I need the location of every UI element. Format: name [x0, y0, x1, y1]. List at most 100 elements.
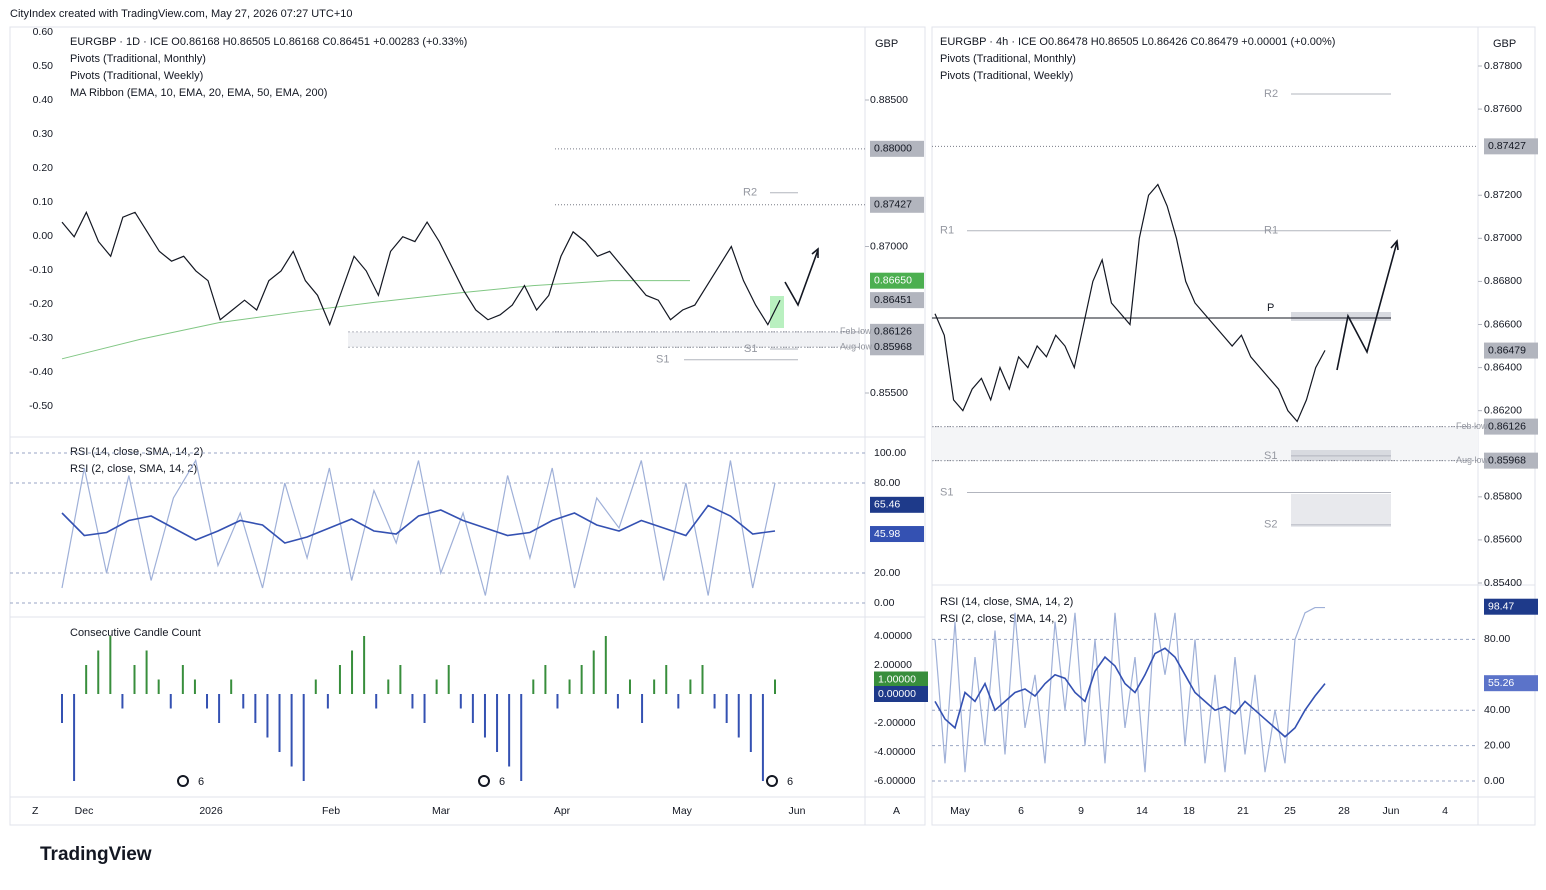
- time-label: May: [950, 805, 971, 817]
- time-label: Jun: [789, 805, 806, 817]
- pivot-label: Aug low: [840, 342, 873, 352]
- legend: EURGBP · 4h · ICE O0.86478 H0.86505 L0.8…: [940, 36, 1335, 48]
- corner: Z: [32, 805, 39, 817]
- price-tag: [874, 686, 928, 702]
- rsi-legend: RSI (2, close, SMA, 14, 2): [70, 463, 197, 475]
- rsi-tick-label: 80.00: [874, 477, 900, 489]
- dividers: [10, 27, 1535, 825]
- legend: MA Ribbon (EMA, 10, EMA, 20, EMA, 50, EM…: [70, 87, 327, 99]
- price-tag: [870, 272, 924, 289]
- price-tag: [1484, 675, 1538, 692]
- pivot-label: S2: [1264, 519, 1277, 531]
- time-label: 6: [1018, 805, 1024, 817]
- pivot-label: S1: [656, 354, 669, 366]
- rsi-tick-label: 40.00: [1484, 704, 1510, 716]
- price-tick-label: 0.85500: [870, 387, 908, 399]
- rsi-tick-label: 80.00: [1484, 633, 1510, 645]
- pivot-label: R2: [1264, 88, 1278, 100]
- ccc-annotation: 6: [198, 776, 204, 788]
- price-tick-label: 0.88500: [870, 94, 908, 106]
- currency: GBP: [1493, 38, 1516, 50]
- price-line: [61, 210, 781, 327]
- price-tag: [870, 196, 924, 213]
- price-tag-label: 0.86451: [874, 294, 912, 306]
- time-label: 28: [1338, 805, 1350, 817]
- time-label: 2026: [199, 805, 223, 817]
- ccc-tick-label: -6.00000: [874, 775, 916, 787]
- left-axis-label: -0.30: [29, 332, 53, 344]
- ccc-legend: Consecutive Candle Count: [70, 627, 201, 639]
- time-label: Jun: [1383, 805, 1400, 817]
- price-tag: [870, 339, 924, 356]
- price-tag-label: 98.47: [1488, 600, 1514, 612]
- left-axis-label: -0.50: [29, 400, 53, 412]
- left-axis-label: 0.30: [33, 128, 54, 140]
- arrows: [784, 239, 1399, 371]
- price-tag: [874, 671, 928, 688]
- rsi-legend: RSI (2, close, SMA, 14, 2): [940, 613, 1067, 625]
- rsi-legend: RSI (14, close, SMA, 14, 2): [70, 446, 203, 458]
- rsi-tick-label: 100.00: [874, 447, 906, 459]
- legend: Pivots (Traditional, Weekly): [70, 70, 203, 82]
- price-tag: [870, 140, 924, 157]
- rsi-legend: RSI (14, close, SMA, 14, 2): [940, 596, 1073, 608]
- zone: [932, 427, 1478, 461]
- price-tag-label: 0.85968: [874, 341, 912, 353]
- price-tick-label: 0.87000: [1484, 232, 1522, 244]
- price-tick-label: 0.86800: [1484, 275, 1522, 287]
- price-tag: [1484, 342, 1538, 359]
- pivot-label: S1: [1264, 450, 1277, 462]
- zone: [1291, 494, 1391, 527]
- time-label: May: [672, 805, 693, 817]
- price-tag-label: 55.26: [1488, 677, 1514, 689]
- ccc-tick-label: 2.00000: [874, 659, 912, 671]
- price-tick-label: 0.85400: [1484, 577, 1522, 589]
- pivot-label: R1: [940, 225, 954, 237]
- price-tag-label: 0.86126: [1488, 420, 1526, 432]
- price-tag-label: 0.88000: [874, 143, 912, 155]
- price-tag: [1484, 598, 1538, 615]
- ccc-annotation: 6: [499, 776, 505, 788]
- price-tick-label: 0.87800: [1484, 60, 1522, 72]
- zone: [348, 332, 860, 347]
- rsi14-line: [934, 647, 1326, 738]
- price-tick-label: 0.85800: [1484, 491, 1522, 503]
- left-axis-label: 0.40: [33, 94, 54, 106]
- left-axis-label: -0.20: [29, 298, 53, 310]
- zone: [1291, 312, 1391, 321]
- time-label: 25: [1284, 805, 1296, 817]
- price-tag-label: 45.98: [874, 528, 900, 540]
- price-tag: [1484, 418, 1538, 435]
- rsi-tick-label: 20.00: [874, 567, 900, 579]
- time-label: Apr: [554, 805, 571, 817]
- left-axis-label: -0.40: [29, 366, 53, 378]
- price-tag-label: 0.87427: [874, 199, 912, 211]
- legend: Pivots (Traditional, Weekly): [940, 70, 1073, 82]
- rsi-tick-label: 0.00: [1484, 775, 1505, 787]
- price-tick-label: 0.86400: [1484, 361, 1522, 373]
- price-tag-label: 0.87427: [1488, 140, 1526, 152]
- header: CityIndex created with TradingView.com, …: [10, 8, 353, 20]
- left-axis-label: 0.60: [33, 26, 54, 38]
- price-tag: [870, 323, 924, 340]
- time-label: 14: [1136, 805, 1148, 817]
- pivot-label: Feb low: [1456, 421, 1488, 431]
- price-tick-label: 0.86200: [1484, 404, 1522, 416]
- price-tag: [1484, 138, 1538, 155]
- legend: Pivots (Traditional, Monthly): [70, 53, 206, 65]
- ema-line: [61, 280, 690, 360]
- rsi-tick-label: 0.00: [874, 597, 895, 609]
- price-tag: [1484, 452, 1538, 469]
- pivot-label: S1: [940, 486, 953, 498]
- left-frame: [9, 26, 926, 826]
- time-label: Mar: [432, 805, 451, 817]
- ccc-marker: [177, 775, 189, 787]
- price-line: [934, 183, 1326, 423]
- ccc-marker: [478, 775, 490, 787]
- left-axis-label: 0.10: [33, 196, 54, 208]
- corner: A: [893, 805, 900, 817]
- time-label: 9: [1078, 805, 1084, 817]
- time-label: 21: [1237, 805, 1249, 817]
